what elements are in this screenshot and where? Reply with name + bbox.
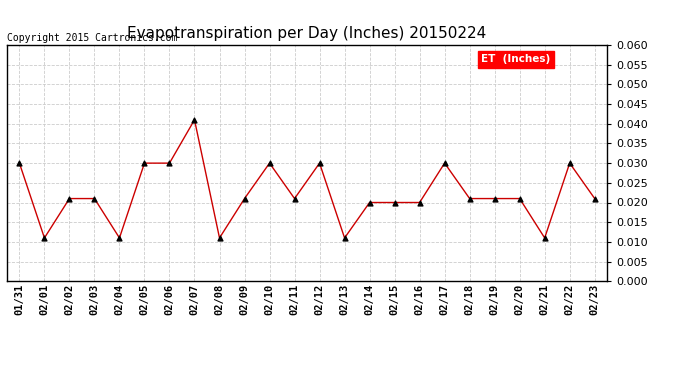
Point — [464, 196, 475, 202]
Point — [239, 196, 250, 202]
Point — [514, 196, 525, 202]
Text: Copyright 2015 Cartronics.com: Copyright 2015 Cartronics.com — [7, 33, 177, 43]
Point — [289, 196, 300, 202]
Point — [414, 200, 425, 206]
Point — [214, 235, 225, 241]
Point — [564, 160, 575, 166]
Point — [389, 200, 400, 206]
Point — [114, 235, 125, 241]
Point — [539, 235, 550, 241]
Point — [39, 235, 50, 241]
Title: Evapotranspiration per Day (Inches) 20150224: Evapotranspiration per Day (Inches) 2015… — [128, 26, 486, 41]
Point — [589, 196, 600, 202]
Point — [489, 196, 500, 202]
Point — [314, 160, 325, 166]
Point — [439, 160, 450, 166]
Point — [14, 160, 25, 166]
Point — [139, 160, 150, 166]
Text: ET  (Inches): ET (Inches) — [481, 54, 551, 64]
Point — [64, 196, 75, 202]
Point — [164, 160, 175, 166]
Point — [89, 196, 100, 202]
Point — [189, 117, 200, 123]
Point — [364, 200, 375, 206]
Point — [264, 160, 275, 166]
Point — [339, 235, 350, 241]
